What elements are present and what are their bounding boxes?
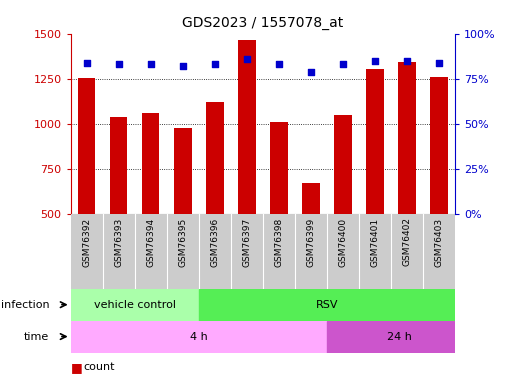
Title: GDS2023 / 1557078_at: GDS2023 / 1557078_at: [182, 16, 344, 30]
Point: [211, 62, 219, 68]
Bar: [231, 214, 263, 289]
Point: [339, 62, 347, 68]
Bar: [78, 78, 95, 214]
Text: time: time: [24, 332, 50, 342]
Bar: [334, 115, 351, 214]
Bar: [71, 289, 199, 321]
Bar: [423, 214, 455, 289]
Bar: [302, 183, 320, 214]
Point: [146, 62, 155, 68]
Bar: [238, 39, 256, 214]
Bar: [295, 214, 327, 289]
Bar: [327, 321, 455, 352]
Bar: [103, 214, 135, 289]
Bar: [263, 214, 295, 289]
Text: GSM76396: GSM76396: [210, 217, 219, 267]
Bar: [142, 113, 160, 214]
Bar: [199, 214, 231, 289]
Text: 4 h: 4 h: [190, 332, 208, 342]
Bar: [135, 214, 167, 289]
Text: GSM76393: GSM76393: [114, 217, 123, 267]
Point: [243, 56, 251, 62]
Bar: [71, 321, 327, 352]
Bar: [327, 214, 359, 289]
Text: count: count: [84, 363, 115, 372]
Text: ■: ■: [71, 361, 82, 374]
Point: [371, 58, 379, 64]
Point: [403, 58, 411, 64]
Bar: [174, 128, 191, 214]
Point: [435, 60, 443, 66]
Text: GSM76392: GSM76392: [82, 217, 91, 267]
Bar: [359, 214, 391, 289]
Point: [275, 62, 283, 68]
Text: GSM76399: GSM76399: [306, 217, 315, 267]
Text: GSM76394: GSM76394: [146, 217, 155, 267]
Text: GSM76400: GSM76400: [338, 217, 347, 267]
Text: GSM76402: GSM76402: [403, 217, 412, 267]
Text: GSM76398: GSM76398: [275, 217, 283, 267]
Bar: [430, 77, 448, 214]
Bar: [206, 102, 223, 214]
Bar: [199, 289, 455, 321]
Text: 24 h: 24 h: [386, 332, 412, 342]
Text: GSM76395: GSM76395: [178, 217, 187, 267]
Text: GSM76401: GSM76401: [370, 217, 379, 267]
Bar: [71, 214, 103, 289]
Text: RSV: RSV: [315, 300, 338, 310]
Point: [178, 63, 187, 69]
Bar: [270, 122, 288, 214]
Text: GSM76403: GSM76403: [435, 217, 444, 267]
Text: infection: infection: [1, 300, 50, 310]
Bar: [391, 214, 423, 289]
Text: GSM76397: GSM76397: [242, 217, 251, 267]
Text: vehicle control: vehicle control: [94, 300, 176, 310]
Bar: [167, 214, 199, 289]
Bar: [110, 117, 128, 214]
Point: [306, 69, 315, 75]
Bar: [366, 69, 384, 214]
Point: [83, 60, 91, 66]
Bar: [398, 62, 416, 214]
Point: [115, 62, 123, 68]
